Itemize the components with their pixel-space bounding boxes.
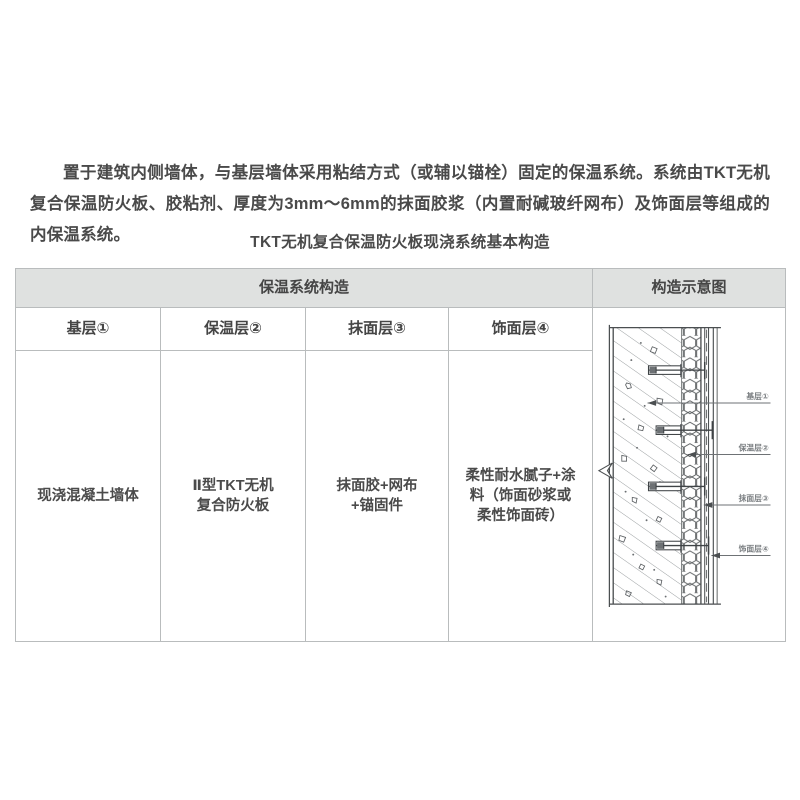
column-header-insulation-layer: 保温层②: [160, 307, 306, 351]
cell-insulation-layer: Ⅱ型TKT无机 复合防火板: [160, 350, 306, 642]
cell-plaster-layer: 抹面胶+网布 +锚固件: [305, 350, 449, 642]
insulation-board-layer: [681, 327, 702, 605]
cell-finish-layer-line2: 料（饰面砂浆或: [469, 488, 572, 504]
group-header-insulation-system: 保温系统构造: [14, 268, 594, 308]
cell-insulation-layer-line1: Ⅱ型TKT无机: [192, 478, 274, 494]
cell-base-layer-text: 现浇混凝土墙体: [37, 488, 139, 504]
callout-leaders: [647, 402, 771, 557]
column-header-base-layer: 基层①: [15, 307, 161, 351]
diagram-callout-label-2: 保温层②: [738, 443, 769, 453]
intro-paragraph: 置于建筑内侧墙体，与基层墙体采用粘结方式（或辅以锚栓）固定的保温系统。系统由TK…: [30, 164, 770, 244]
cell-finish-layer: 柔性耐水腻子+涂 料（饰面砂浆或 柔性饰面砖）: [447, 350, 594, 642]
cell-insulation-layer-line2: 复合防火板: [196, 498, 270, 514]
structure-table-wrapper: 保温系统构造 构造示意图 基层① 保温层② 抹面层③ 饰面层④: [14, 268, 787, 642]
leader-arrowheads: [647, 400, 721, 559]
cell-finish-layer-line3: 柔性饰面砖）: [477, 508, 564, 524]
wall-section-svg: 基层① 保温层② 抹面层③ 饰面层④: [597, 324, 771, 608]
table-body-row: 现浇混凝土墙体 Ⅱ型TKT无机 复合防火板 抹面胶+网布 +锚固件 柔性耐水腻子…: [15, 350, 786, 642]
column-header-plaster-layer: 抹面层③: [305, 307, 449, 351]
diagram-cell: 基层① 保温层② 抹面层③ 饰面层④: [592, 307, 787, 642]
cell-base-layer: 现浇混凝土墙体: [15, 350, 161, 642]
anchor-bolt: [647, 362, 714, 555]
diagram-callout-label-3: 抹面层③: [739, 493, 769, 503]
cell-plaster-layer-line1: 抹面胶+网布: [336, 478, 418, 494]
table-caption: TKT无机复合保温防火板现浇系统基本构造: [250, 234, 550, 251]
group-header-diagram: 构造示意图: [592, 268, 787, 308]
diagram-callout-label-4: 饰面层④: [739, 544, 769, 554]
structure-table: 保温系统构造 构造示意图 基层① 保温层② 抹面层③ 饰面层④: [14, 268, 787, 642]
cell-finish-layer-line1: 柔性耐水腻子+涂: [465, 468, 576, 484]
finish-coat-layer: [712, 327, 718, 605]
table-header-row: 保温系统构造 构造示意图: [14, 268, 787, 308]
wall-section-diagram: 基层① 保温层② 抹面层③ 饰面层④: [597, 310, 781, 639]
break-arrow-icon: [597, 462, 613, 479]
cell-plaster-layer-line2: +锚固件: [351, 498, 403, 514]
column-header-finish-layer: 饰面层④: [447, 307, 594, 351]
table-subheader-row: 基层① 保温层② 抹面层③ 饰面层④: [15, 307, 787, 642]
diagram-callout-label-1: 基层①: [745, 391, 768, 401]
